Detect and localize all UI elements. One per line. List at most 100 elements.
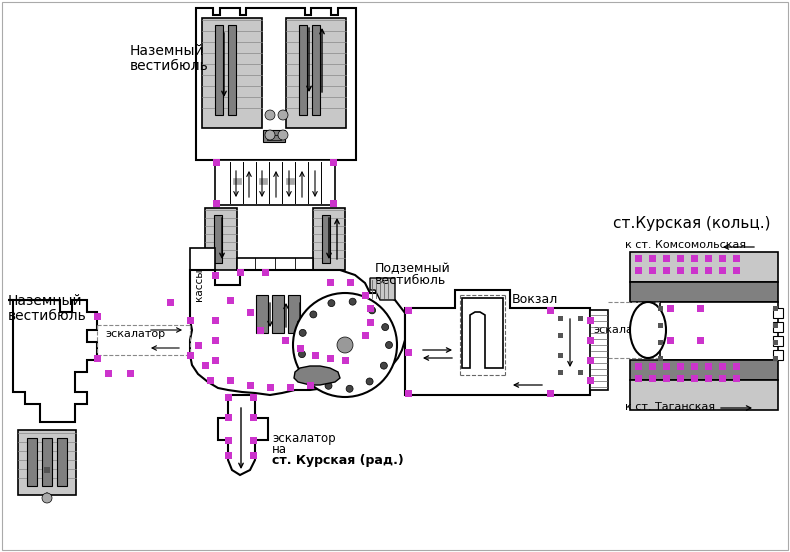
Bar: [215, 160, 335, 205]
Bar: [286, 178, 294, 184]
Bar: [773, 308, 783, 318]
Circle shape: [386, 342, 393, 348]
Bar: [224, 452, 231, 459]
Bar: [257, 326, 264, 333]
Circle shape: [293, 293, 397, 397]
Bar: [404, 306, 412, 314]
Bar: [313, 208, 345, 270]
Bar: [256, 295, 268, 333]
Bar: [261, 268, 269, 275]
Bar: [307, 381, 314, 389]
Bar: [312, 25, 320, 115]
Bar: [676, 267, 683, 273]
Bar: [630, 360, 778, 380]
Text: ст.Курская (кольц.): ст.Курская (кольц.): [613, 216, 770, 231]
Bar: [634, 267, 641, 273]
Bar: [649, 363, 656, 369]
Bar: [663, 267, 669, 273]
Bar: [657, 339, 663, 344]
Bar: [227, 376, 234, 384]
Bar: [326, 279, 333, 285]
Bar: [586, 376, 593, 384]
Bar: [206, 376, 213, 384]
Bar: [649, 254, 656, 262]
Bar: [202, 18, 262, 128]
Bar: [18, 430, 76, 495]
Bar: [250, 413, 257, 421]
Bar: [705, 267, 712, 273]
Circle shape: [42, 493, 52, 503]
Bar: [558, 369, 562, 374]
Bar: [590, 310, 608, 390]
Bar: [215, 25, 223, 115]
Bar: [667, 305, 674, 311]
Bar: [104, 369, 111, 376]
Bar: [657, 322, 663, 327]
Circle shape: [278, 130, 288, 140]
Bar: [246, 381, 254, 389]
Bar: [705, 374, 712, 381]
Bar: [227, 296, 234, 304]
Bar: [634, 254, 641, 262]
Circle shape: [380, 362, 387, 369]
Bar: [167, 299, 174, 305]
Bar: [773, 355, 777, 360]
Bar: [322, 215, 330, 263]
Bar: [404, 348, 412, 355]
Bar: [224, 413, 231, 421]
Bar: [577, 369, 582, 374]
Bar: [259, 178, 267, 184]
Circle shape: [369, 307, 375, 314]
Text: Подземный: Подземный: [375, 262, 451, 275]
Bar: [732, 363, 739, 369]
Bar: [649, 374, 656, 381]
Bar: [250, 394, 257, 401]
Bar: [558, 316, 562, 321]
Bar: [201, 362, 209, 369]
Bar: [214, 215, 222, 263]
Bar: [690, 254, 698, 262]
Bar: [250, 437, 257, 443]
Bar: [57, 438, 67, 486]
Circle shape: [366, 378, 373, 385]
Bar: [630, 282, 778, 302]
Text: эскалатор: эскалатор: [593, 325, 653, 335]
Bar: [773, 322, 783, 332]
Bar: [93, 312, 100, 320]
Bar: [577, 316, 582, 321]
Bar: [213, 199, 220, 206]
Ellipse shape: [630, 302, 666, 358]
Bar: [186, 352, 194, 358]
Text: ст. Курская (рад.): ст. Курская (рад.): [272, 454, 404, 467]
Bar: [250, 452, 257, 459]
Circle shape: [308, 370, 314, 377]
Bar: [732, 374, 739, 381]
Circle shape: [337, 337, 353, 353]
Text: Вокзал: Вокзал: [512, 293, 559, 306]
Bar: [657, 305, 663, 310]
Bar: [773, 322, 777, 327]
Polygon shape: [405, 290, 605, 395]
Bar: [190, 248, 215, 316]
Bar: [690, 363, 698, 369]
Text: к ст. Таганская: к ст. Таганская: [625, 402, 715, 412]
Bar: [718, 254, 725, 262]
Text: вестибюль: вестибюль: [375, 274, 446, 287]
Text: на: на: [272, 443, 287, 456]
Bar: [347, 279, 353, 285]
Bar: [705, 254, 712, 262]
Bar: [236, 268, 243, 275]
Bar: [773, 339, 777, 344]
Bar: [404, 390, 412, 396]
Polygon shape: [370, 278, 395, 300]
Bar: [212, 272, 219, 279]
Bar: [212, 357, 219, 364]
Circle shape: [382, 323, 389, 331]
Circle shape: [299, 330, 307, 336]
Circle shape: [328, 300, 335, 307]
Bar: [718, 267, 725, 273]
Bar: [732, 254, 739, 262]
Bar: [224, 394, 231, 401]
Bar: [263, 130, 285, 142]
Bar: [773, 305, 777, 310]
